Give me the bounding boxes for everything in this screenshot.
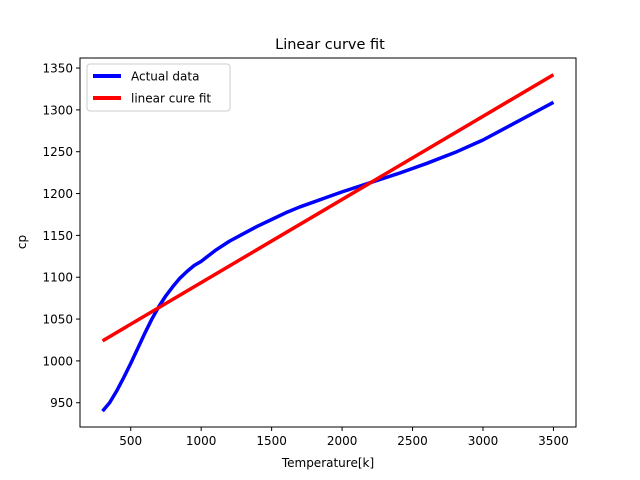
y-tick-label: 1350 bbox=[42, 62, 73, 76]
y-tick-label: 1250 bbox=[42, 145, 73, 159]
series-layer bbox=[101, 73, 555, 413]
legend-box bbox=[86, 63, 231, 112]
x-tick-label: 2500 bbox=[397, 434, 428, 448]
plot-area-frame bbox=[79, 57, 577, 428]
legend-label-linear-fit: linear cure fit bbox=[131, 92, 211, 106]
y-tick-label: 1200 bbox=[42, 187, 73, 201]
x-axis-ticks: 500 1000 1500 2000 2500 3000 3500 bbox=[119, 427, 569, 448]
x-tick-label: 3500 bbox=[538, 434, 569, 448]
y-tick-label: 1100 bbox=[42, 271, 73, 285]
y-axis-label: cp bbox=[15, 235, 29, 249]
x-tick-label: 3000 bbox=[468, 434, 499, 448]
legend-label-actual-data: Actual data bbox=[131, 70, 199, 84]
x-tick-label: 1500 bbox=[256, 434, 287, 448]
x-tick-label: 1000 bbox=[186, 434, 217, 448]
y-tick-label: 1150 bbox=[42, 229, 73, 243]
x-tick-label: 500 bbox=[119, 434, 142, 448]
series-line-0 bbox=[101, 100, 555, 413]
series-line-1 bbox=[101, 73, 555, 343]
x-axis-label: Temperature[k] bbox=[281, 456, 374, 470]
legend: Actual data linear cure fit bbox=[86, 63, 231, 112]
y-tick-label: 1050 bbox=[42, 313, 73, 327]
y-tick-label: 950 bbox=[50, 396, 73, 410]
y-axis-ticks: 950 1000 1050 1100 1150 1200 1250 1300 1350 bbox=[42, 62, 80, 410]
y-tick-label: 1300 bbox=[42, 103, 73, 117]
chart-title: Linear curve fit bbox=[275, 37, 385, 53]
y-tick-label: 1000 bbox=[42, 354, 73, 368]
x-tick-label: 2000 bbox=[327, 434, 358, 448]
